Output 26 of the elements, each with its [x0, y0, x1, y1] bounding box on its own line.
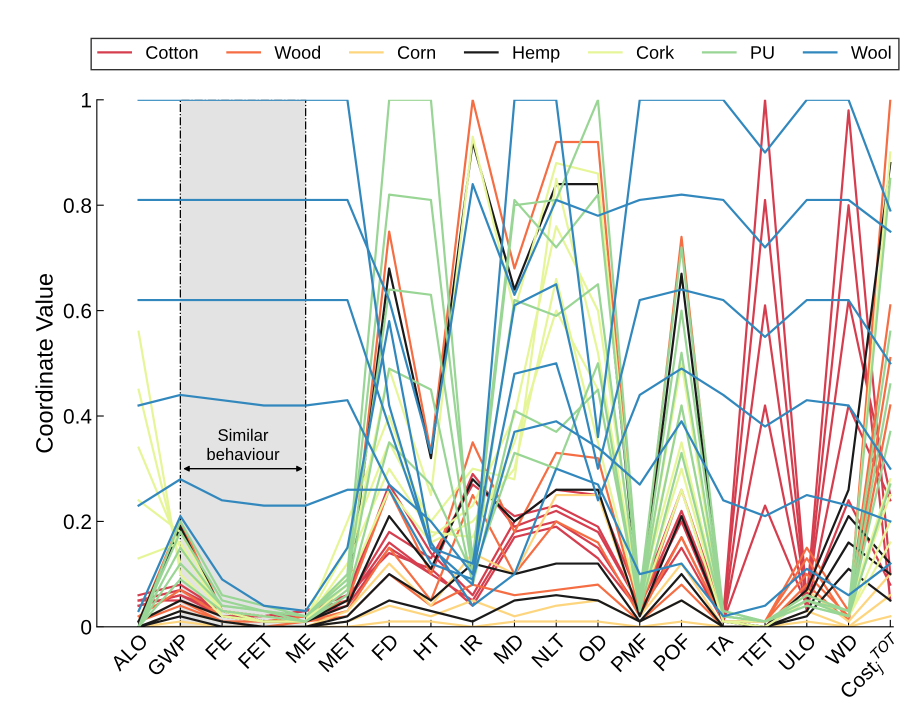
- x-tick-label: ME: [285, 632, 316, 664]
- x-tick-label: WD: [824, 632, 859, 667]
- legend-label: Cotton: [146, 46, 198, 59]
- legend-label: Corn: [398, 46, 435, 59]
- y-axis-title: Coordinate Value: [35, 274, 53, 452]
- legend-label: Wood: [274, 46, 320, 59]
- x-tick-label: FD: [371, 632, 400, 661]
- y-tick-label: 0: [81, 620, 92, 635]
- y-tick-label: 0.2: [64, 514, 91, 530]
- x-tick-label: ULO: [778, 632, 817, 672]
- x-tick-label: TA: [706, 632, 734, 660]
- x-tick-label: HT: [413, 632, 442, 661]
- legend-label: PU: [751, 46, 774, 59]
- x-tick-label: TET: [738, 632, 776, 670]
- y-tick-label: 0.6: [64, 304, 92, 318]
- legend-label: Wool: [850, 46, 890, 59]
- y-tick-label: 0.8: [64, 198, 92, 213]
- x-tick-label: OD: [576, 632, 608, 664]
- x-tick-label: MD: [493, 632, 524, 664]
- y-tick-label: 1: [82, 93, 91, 108]
- band-label: Similar behaviour: [207, 428, 280, 460]
- x-tick-label: IR: [460, 632, 483, 656]
- x-tick-label: FE: [205, 632, 232, 660]
- y-tick-label: 0.4: [64, 409, 92, 424]
- legend-label: Hemp: [513, 46, 560, 62]
- legend-label: Cork: [636, 46, 674, 59]
